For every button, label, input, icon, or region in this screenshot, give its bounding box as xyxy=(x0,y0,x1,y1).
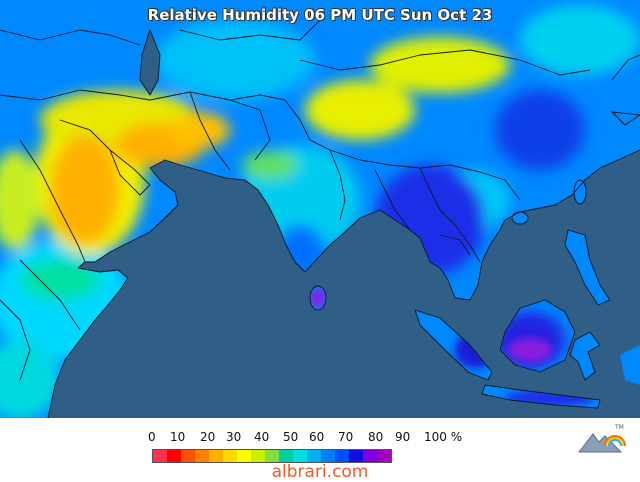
legend-label: 50 xyxy=(283,430,299,444)
legend-label: 0 xyxy=(148,430,156,444)
legend-label: 20 xyxy=(200,430,216,444)
legend-swatch xyxy=(335,450,349,462)
legend-color-bar xyxy=(152,449,392,463)
legend-swatch xyxy=(153,450,167,462)
legend-swatch xyxy=(251,450,265,462)
legend-label: 10 xyxy=(170,430,186,444)
humidity-map: Relative Humidity 06 PM UTC Sun Oct 23 xyxy=(0,0,640,418)
legend-swatch xyxy=(167,450,181,462)
legend-label: 90 xyxy=(395,430,411,444)
site-name: albrari.com xyxy=(271,462,369,482)
map-canvas xyxy=(0,0,640,418)
color-legend: 0 10 20 30 40 50 60 70 80 90 100 % albra… xyxy=(0,418,640,482)
legend-swatch xyxy=(307,450,321,462)
legend-swatch xyxy=(349,450,363,462)
legend-swatch xyxy=(279,450,293,462)
legend-label: 100 % xyxy=(424,430,463,444)
legend-swatch xyxy=(181,450,195,462)
legend-swatch xyxy=(223,450,237,462)
legend-label: 30 xyxy=(226,430,242,444)
albrari-logo-icon: TM xyxy=(577,424,626,453)
legend-label: 60 xyxy=(309,430,325,444)
legend-swatch xyxy=(293,450,307,462)
legend-swatch xyxy=(195,450,209,462)
legend-label: 40 xyxy=(254,430,270,444)
legend-label: 70 xyxy=(338,430,354,444)
map-title: Relative Humidity 06 PM UTC Sun Oct 23 xyxy=(147,6,493,24)
legend-swatch xyxy=(237,450,251,462)
legend-swatch xyxy=(321,450,335,462)
logo-tm-mark: TM xyxy=(614,424,624,431)
legend-labels: 0 10 20 30 40 50 60 70 80 90 100 % xyxy=(142,430,472,446)
legend-label: 80 xyxy=(368,430,384,444)
legend-swatch xyxy=(265,450,279,462)
legend-swatch xyxy=(209,450,223,462)
legend-swatch xyxy=(377,450,391,462)
legend-swatch xyxy=(363,450,377,462)
